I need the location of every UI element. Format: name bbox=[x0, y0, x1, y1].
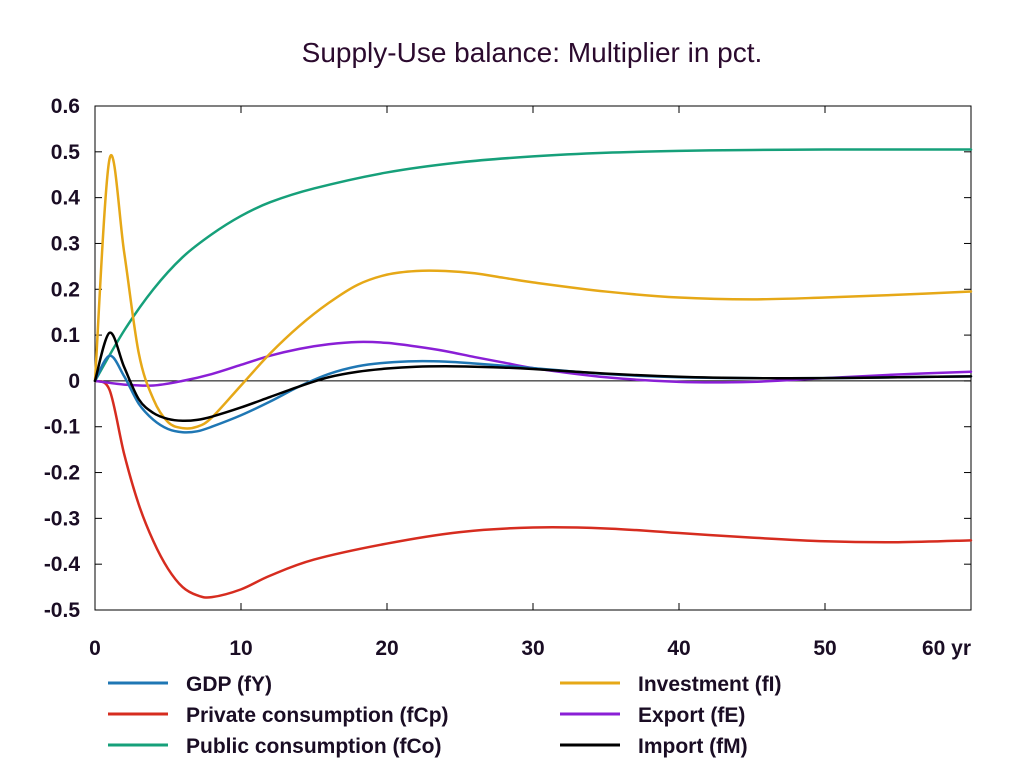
x-tick-label: 60 yr bbox=[922, 637, 971, 660]
x-tick-label: 30 bbox=[521, 637, 544, 660]
legend-label-public-consumption-fco: Public consumption (fCo) bbox=[186, 735, 441, 758]
legend-label-export-fe: Export (fE) bbox=[638, 704, 745, 727]
y-tick-label: 0.4 bbox=[51, 187, 81, 210]
series-line-export-fe bbox=[93, 340, 973, 387]
legend-label-gdp-fy: GDP (fY) bbox=[186, 673, 272, 696]
series-layer bbox=[93, 148, 973, 599]
x-axis: 0 10 20 30 40 50 60 yr bbox=[89, 106, 972, 660]
legend: GDP (fY) Private consumption (fCp) Public … bbox=[108, 673, 782, 758]
y-tick-label: -0.1 bbox=[44, 416, 81, 439]
x-tick-label: 50 bbox=[813, 637, 836, 660]
y-tick-label: 0.1 bbox=[51, 324, 81, 347]
x-tick-label: 0 bbox=[89, 637, 101, 660]
series-line-gdp-fy bbox=[93, 354, 973, 434]
x-tick-label: 40 bbox=[667, 637, 690, 660]
legend-label-private-consumption-fcp: Private consumption (fCp) bbox=[186, 704, 449, 727]
y-tick-label: -0.2 bbox=[44, 462, 80, 485]
series-line-private-consumption-fcp bbox=[93, 379, 973, 599]
y-axis: 0.6 0.5 0.4 0.3 0.2 0.1 0 -0.1 -0.2 -0.3 -0.4 -0.5 bbox=[44, 95, 971, 622]
chart-title: Supply-Use balance: Multiplier in pct. bbox=[302, 37, 763, 68]
plot-frame bbox=[94, 105, 972, 611]
legend-label-investment-fi: Investment (fI) bbox=[638, 673, 782, 696]
x-tick-label: 20 bbox=[375, 637, 398, 660]
y-tick-label: 0.2 bbox=[51, 278, 80, 301]
series-line-investment-fi bbox=[93, 154, 973, 430]
legend-label-import-fm: Import (fM) bbox=[638, 735, 748, 758]
y-tick-label: -0.3 bbox=[44, 507, 80, 530]
y-tick-label: 0.3 bbox=[51, 232, 80, 255]
y-tick-label: -0.5 bbox=[44, 599, 81, 622]
series-line-public-consumption-fco bbox=[93, 148, 973, 383]
y-tick-label: 0 bbox=[68, 370, 80, 393]
y-tick-label: 0.5 bbox=[51, 141, 81, 164]
x-tick-label: 10 bbox=[229, 637, 252, 660]
series-line-import-fm bbox=[93, 331, 973, 423]
y-tick-label: 0.6 bbox=[51, 95, 80, 118]
y-tick-label: -0.4 bbox=[44, 553, 81, 576]
